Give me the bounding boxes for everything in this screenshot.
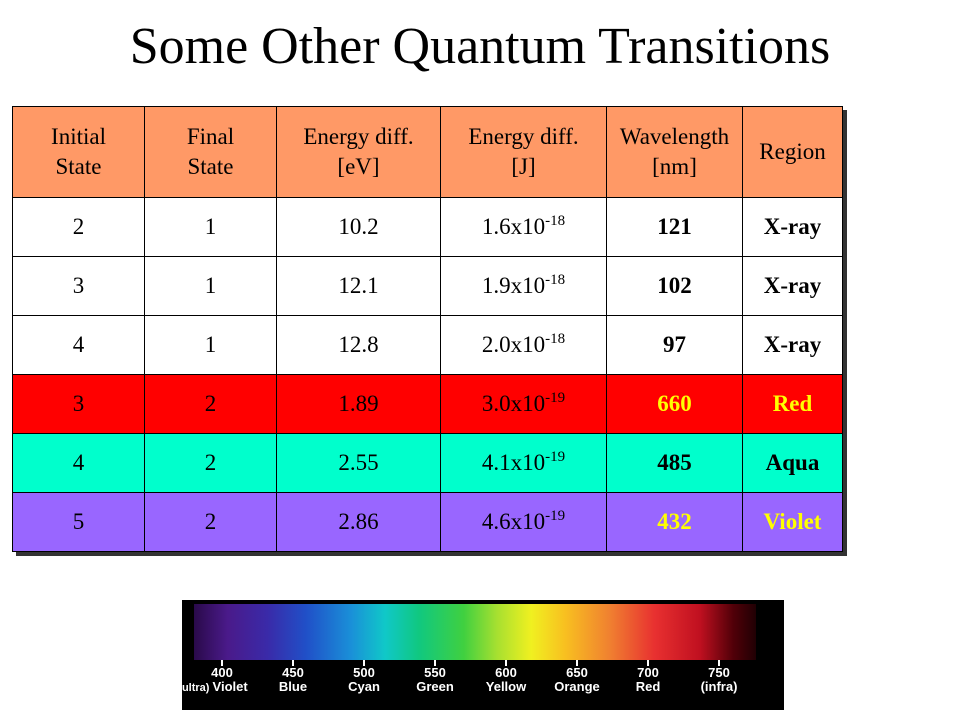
header-energy-ev: Energy diff. [eV] [276,106,441,198]
visible-spectrum-image: 400 (ultra) Violet 450 Blue 500 Cyan 550 Green 6… [178,600,784,710]
exponent: -18 [545,272,566,288]
cell-wavelength: 121 [606,197,743,257]
cell-initial-state: 4 [12,433,145,493]
cell-initial-state: 3 [12,374,145,434]
cell-region: X-ray [742,256,843,316]
spectrum-label: 400 (ultra) Violet [178,665,248,695]
spectrum-tick [221,660,223,666]
exponent: -19 [545,390,566,406]
cell-energy-ev: 2.86 [276,492,441,552]
table-row: 3 2 1.89 3.0x10-19 660 Red [12,374,843,434]
spectrum-tick [576,660,578,666]
cell-region: Red [742,374,843,434]
cell-final-state: 1 [144,256,277,316]
exponent: -18 [545,331,566,347]
cell-region: X-ray [742,197,843,257]
cell-energy-ev: 12.8 [276,315,441,375]
spectrum-label: 700 Red [635,665,661,694]
table-row: 2 1 10.2 1.6x10-18 121 X-ray [12,197,843,257]
cell-energy-ev: 2.55 [276,433,441,493]
transitions-table-container: Initial State Final State Energy diff. [eV]… [12,106,843,552]
spectrum-tick [292,660,294,666]
table-row: 4 1 12.8 2.0x10-18 97 X-ray [12,315,843,375]
spectrum-tick [505,660,507,666]
header-energy-j: Energy diff. [J] [440,106,607,198]
spectrum-tick [434,660,436,666]
header-initial-state: Initial State [12,106,145,198]
cell-initial-state: 2 [12,197,145,257]
cell-energy-j: 4.1x10-19 [440,433,607,493]
cell-final-state: 2 [144,492,277,552]
cell-energy-j: 4.6x10-19 [440,492,607,552]
header-final-state: Final State [144,106,277,198]
cell-initial-state: 4 [12,315,145,375]
cell-energy-ev: 10.2 [276,197,441,257]
spectrum-tick [718,660,720,666]
cell-energy-j: 3.0x10-19 [440,374,607,434]
cell-region: Violet [742,492,843,552]
cell-initial-state: 5 [12,492,145,552]
cell-final-state: 1 [144,197,277,257]
spectrum-label: 500 Cyan [348,665,380,694]
exponent: -19 [545,508,566,524]
cell-final-state: 2 [144,433,277,493]
cell-initial-state: 3 [12,256,145,316]
cell-energy-j: 1.6x10-18 [440,197,607,257]
cell-wavelength: 485 [606,433,743,493]
spectrum-label: 600 Yellow [485,665,527,694]
header-region: Region [742,106,843,198]
table-row: 4 2 2.55 4.1x10-19 485 Aqua [12,433,843,493]
cell-wavelength: 660 [606,374,743,434]
page-title: Some Other Quantum Transitions [129,18,831,75]
spectrum-tick [363,660,365,666]
spectrum-label: 750 (infra) [700,665,738,694]
spectrum-gradient [194,604,756,660]
exponent: -18 [545,213,566,229]
table-header-row: Initial State Final State Energy diff. [eV]… [12,106,843,198]
cell-wavelength: 432 [606,492,743,552]
cell-wavelength: 102 [606,256,743,316]
cell-region: Aqua [742,433,843,493]
transitions-table: Initial State Final State Energy diff. [eV]… [12,106,843,552]
spectrum-label: 450 Blue [278,665,308,694]
header-wavelength: Wavelength [nm] [606,106,743,198]
spectrum-label: 550 Green [416,665,454,694]
exponent: -19 [545,449,566,465]
cell-energy-j: 1.9x10-18 [440,256,607,316]
cell-final-state: 2 [144,374,277,434]
table-row: 5 2 2.86 4.6x10-19 432 Violet [12,492,843,552]
cell-final-state: 1 [144,315,277,375]
spectrum-tick [647,660,649,666]
cell-energy-ev: 1.89 [276,374,441,434]
cell-energy-j: 2.0x10-18 [440,315,607,375]
table-row: 3 1 12.1 1.9x10-18 102 X-ray [12,256,843,316]
cell-energy-ev: 12.1 [276,256,441,316]
cell-wavelength: 97 [606,315,743,375]
cell-region: X-ray [742,315,843,375]
spectrum-label: 650 Orange [554,665,600,694]
